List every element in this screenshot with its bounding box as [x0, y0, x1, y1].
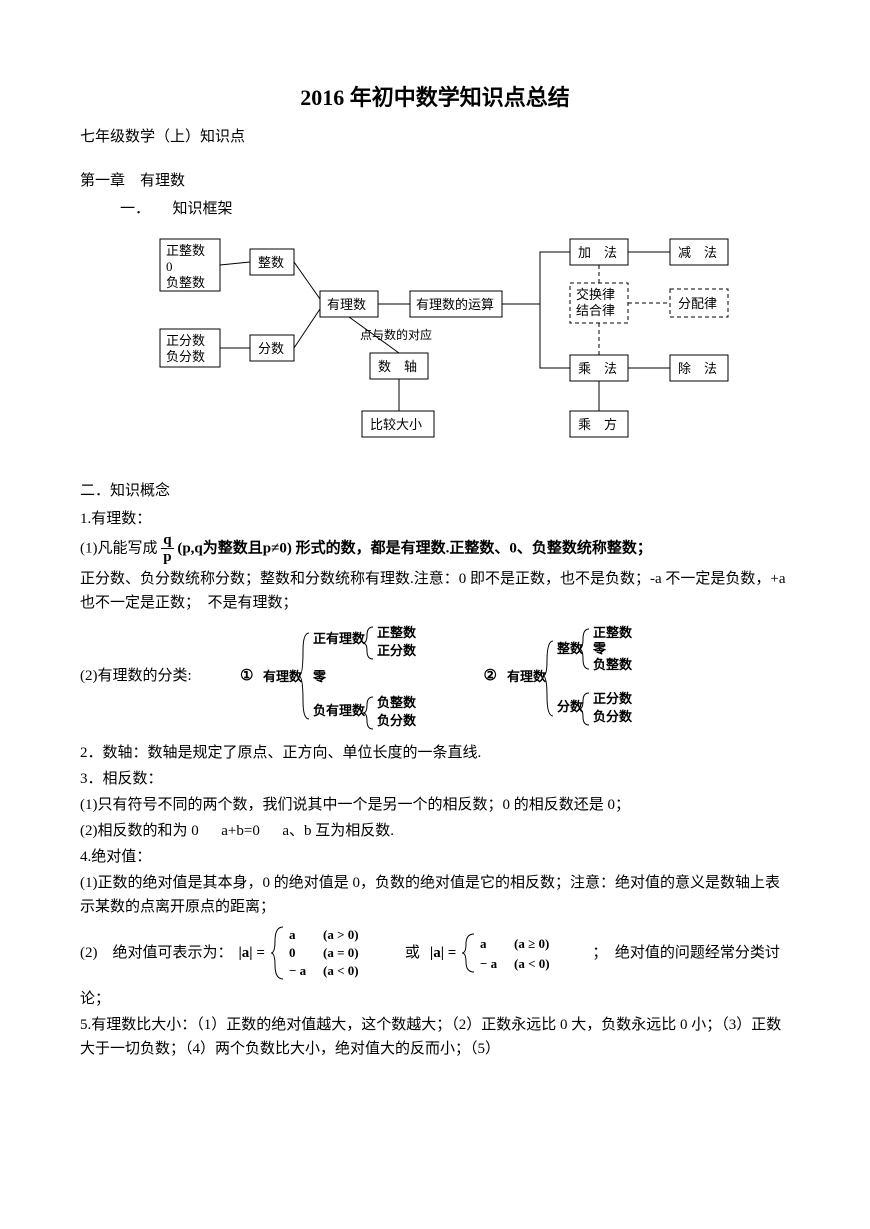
node-rational-op: 有理数的运算	[416, 297, 494, 312]
abs-r3b: (a < 0)	[323, 963, 359, 978]
classify-2-svg: 有理数 整数 正整数 零 负整数 分数 正分数 负分数	[507, 621, 707, 731]
node-pow: 乘 方	[578, 417, 617, 432]
fraction-qp: q p	[161, 533, 173, 565]
node-sub: 减 法	[678, 245, 717, 260]
item-2: 2．数轴：数轴是规定了原点、正方向、单位长度的一条直线.	[80, 741, 790, 765]
node-mul: 乘 法	[578, 361, 617, 376]
item-4-2-c: 论；	[80, 987, 790, 1011]
item-4: 4.绝对值：	[80, 845, 790, 869]
item-5: 5.有理数比大小：（1）正数的绝对值越大，这个数越大；（2）正数永远比 0 大，…	[80, 1013, 790, 1061]
abs-mid: 或	[405, 941, 420, 965]
abs-piecewise-1: a (a > 0) 0 (a = 0) − a (a < 0)	[271, 923, 401, 983]
c2-b1: 正分数	[593, 691, 633, 706]
page-title: 2016 年初中数学知识点总结	[80, 80, 790, 115]
abs-r2a: 0	[289, 945, 296, 960]
node-div: 除 法	[678, 361, 717, 376]
abs-s1a: a	[480, 936, 487, 951]
node-compare: 比较大小	[370, 417, 422, 432]
c2-a1: 正整数	[593, 625, 633, 640]
c1-c2: 负分数	[377, 713, 417, 728]
node-pos-frac: 正分数负分数	[166, 333, 205, 364]
item-4-2-b: ； 绝对值的问题经常分类讨	[592, 941, 780, 965]
c1-b: 零	[312, 669, 327, 684]
item-1-2-classification: (2)有理数的分类: ① 有理数 正有理数 正整数 正分数 零 负有理数 负整数…	[80, 621, 790, 731]
node-frac: 分数	[258, 341, 284, 356]
circ-2: ②	[483, 664, 496, 688]
label-correspond: 点与数的对应	[360, 327, 432, 342]
c1-a2: 正分数	[377, 643, 417, 658]
section-2-heading: 二．知识概念	[80, 479, 790, 503]
abs-s2a: − a	[480, 956, 498, 971]
frac-den: p	[161, 549, 173, 565]
node-dist: 分配律	[678, 296, 717, 311]
c2-a2: 零	[592, 641, 607, 656]
frac-num: q	[161, 533, 173, 549]
item-1-1-a: (1)凡能写成	[80, 541, 161, 557]
node-add: 加 法	[578, 245, 617, 260]
chapter-heading: 第一章 有理数	[80, 169, 790, 193]
node-int: 整数	[258, 255, 284, 270]
abs-lhs-2: |a| =	[430, 941, 456, 965]
c2-a3: 负整数	[593, 657, 633, 672]
item-4-1: (1)正数的绝对值是其本身，0 的绝对值是 0，负数的绝对值是它的相反数；注意：…	[80, 871, 790, 919]
flowchart-svg: 正整数0负整数 正分数负分数 整数 分数 有理数 有理数的运算 点与数的对应 数…	[80, 229, 760, 459]
item-1-title: 1.有理数：	[80, 507, 790, 531]
abs-lhs: |a| =	[239, 941, 265, 965]
item-1-1-b: (p,q为整数且p≠0) 形式的数，都是有理数.正整数、0、负整数统称整数；	[177, 541, 652, 557]
subtitle: 七年级数学（上）知识点	[80, 125, 790, 149]
c1-c1: 负整数	[377, 695, 417, 710]
item-1-1: (1)凡能写成 q p (p,q为整数且p≠0) 形式的数，都是有理数.正整数、…	[80, 533, 790, 565]
abs-r1a: a	[289, 927, 296, 942]
item-3-1: (1)只有符号不同的两个数，我们说其中一个是另一个的相反数；0 的相反数还是 0…	[80, 793, 790, 817]
abs-piecewise-2: a (a ≥ 0) − a (a < 0)	[462, 930, 592, 976]
c1-c: 负有理数	[313, 703, 366, 718]
abs-r2b: (a = 0)	[323, 945, 359, 960]
node-rational: 有理数	[327, 297, 366, 312]
abs-s1b: (a ≥ 0)	[514, 936, 549, 951]
item-4-2-a: (2) 绝对值可表示为：	[80, 941, 233, 965]
section-1-heading: 一． 知识框架	[120, 197, 790, 221]
classify-1-svg: 有理数 正有理数 正整数 正分数 零 负有理数 负整数 负分数	[263, 621, 463, 731]
item-1-1-c: 正分数、负分数统称分数；整数和分数统称有理数.注意：0 即不是正数，也不是负数；…	[80, 567, 790, 615]
c2-b: 分数	[557, 699, 584, 714]
abs-r3a: − a	[289, 963, 307, 978]
item-3: 3．相反数：	[80, 767, 790, 791]
c2-b2: 负分数	[593, 709, 633, 724]
item-4-2: (2) 绝对值可表示为： |a| = a (a > 0) 0 (a = 0) −…	[80, 923, 790, 983]
c1-root: 有理数	[263, 669, 303, 684]
item-1-2-label: (2)有理数的分类:	[80, 664, 210, 688]
node-axis: 数 轴	[378, 359, 417, 374]
abs-r1b: (a > 0)	[323, 927, 359, 942]
c2-root: 有理数	[507, 669, 547, 684]
item-3-2: (2)相反数的和为 0 a+b=0 a、b 互为相反数.	[80, 819, 790, 843]
c1-a: 正有理数	[313, 631, 366, 646]
circ-1: ①	[240, 664, 253, 688]
knowledge-framework-diagram: 正整数0负整数 正分数负分数 整数 分数 有理数 有理数的运算 点与数的对应 数…	[80, 229, 790, 467]
c1-a1: 正整数	[377, 625, 417, 640]
node-laws: 交换律结合律	[576, 287, 615, 318]
abs-s2b: (a < 0)	[514, 956, 550, 971]
